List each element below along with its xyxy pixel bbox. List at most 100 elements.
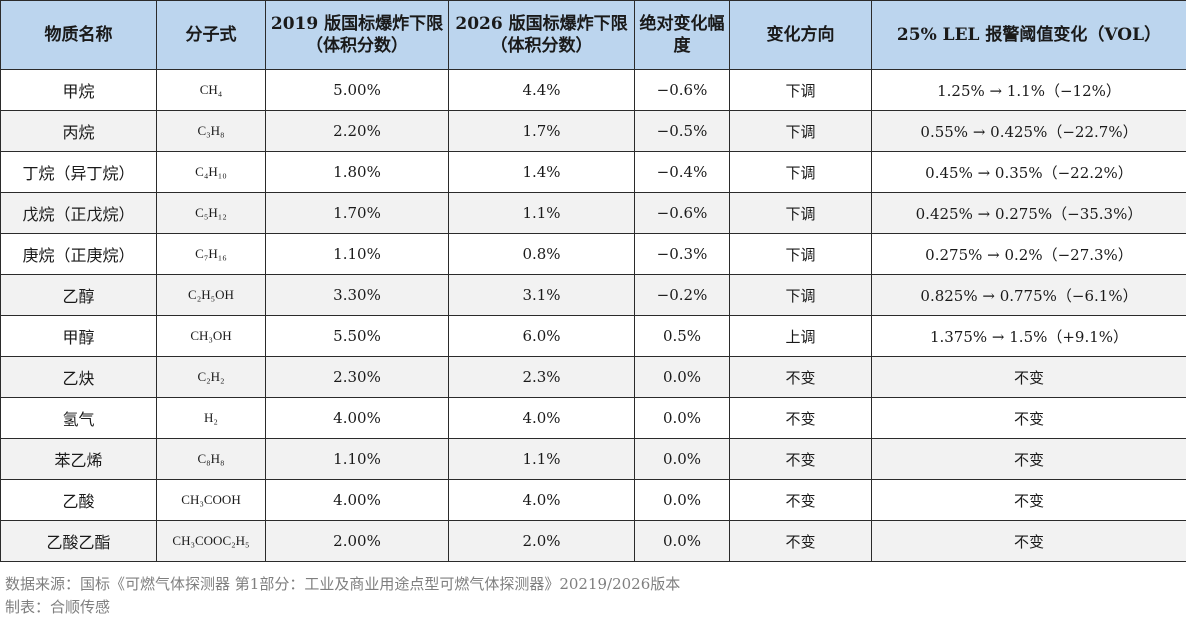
cell-formula: C₂H₂: [156, 356, 266, 398]
cell-lel-2019: 2.00%: [265, 520, 449, 562]
cell-formula: CH₃COOC₂H₅: [156, 520, 266, 562]
cell-delta: 0.0%: [634, 438, 730, 480]
cell-formula: CH₄: [156, 69, 266, 111]
cell-alarm-threshold: 1.25% → 1.1%（−12%）: [871, 69, 1186, 111]
cell-name: 乙醇: [0, 274, 157, 316]
cell-direction: 不变: [729, 520, 872, 562]
cell-delta: −0.4%: [634, 151, 730, 193]
cell-lel-2026: 4.0%: [448, 397, 635, 439]
cell-alarm-threshold: 不变: [871, 397, 1186, 439]
cell-alarm-threshold: 0.425% → 0.275%（−35.3%）: [871, 192, 1186, 234]
cell-lel-2026: 1.7%: [448, 110, 635, 152]
cell-alarm-threshold: 0.55% → 0.425%（−22.7%）: [871, 110, 1186, 152]
cell-delta: 0.0%: [634, 520, 730, 562]
table-row: 丁烷（异丁烷） C₄H₁₀ 1.80% 1.4% −0.4% 下调 0.45% → 0.35…: [0, 151, 1186, 193]
cell-lel-2019: 5.50%: [265, 315, 449, 357]
cell-lel-2026: 0.8%: [448, 233, 635, 275]
cell-name: 庚烷（正庚烷）: [0, 233, 157, 275]
table-row: 乙醇 C₂H₅OH 3.30% 3.1% −0.2% 下调 0.825% → 0.775%（…: [0, 274, 1186, 316]
cell-delta: −0.5%: [634, 110, 730, 152]
cell-direction: 下调: [729, 151, 872, 193]
cell-alarm-threshold: 0.275% → 0.2%（−27.3%）: [871, 233, 1186, 275]
cell-direction: 下调: [729, 110, 872, 152]
cell-direction: 上调: [729, 315, 872, 357]
cell-lel-2019: 1.70%: [265, 192, 449, 234]
cell-direction: 下调: [729, 69, 872, 111]
cell-lel-2019: 4.00%: [265, 479, 449, 521]
cell-name: 乙酸乙酯: [0, 520, 157, 562]
cell-name: 乙酸: [0, 479, 157, 521]
cell-name: 苯乙烯: [0, 438, 157, 480]
cell-delta: 0.5%: [634, 315, 730, 357]
cell-formula: C₃H₈: [156, 110, 266, 152]
table-credit: 制表：合顺传感: [5, 598, 111, 616]
cell-lel-2019: 2.20%: [265, 110, 449, 152]
cell-lel-2026: 4.0%: [448, 479, 635, 521]
lel-comparison-table: 物质名称 分子式 2019 版国标爆炸下限（体积分数） 2026 版国标爆炸下限…: [0, 0, 1186, 562]
cell-formula: C₄H₁₀: [156, 151, 266, 193]
cell-alarm-threshold: 0.45% → 0.35%（−22.2%）: [871, 151, 1186, 193]
cell-lel-2019: 5.00%: [265, 69, 449, 111]
cell-lel-2019: 4.00%: [265, 397, 449, 439]
table-row: 甲醇 CH₃OH 5.50% 6.0% 0.5% 上调 1.375% → 1.5%（+9.1…: [0, 315, 1186, 357]
table-row: 甲烷 CH₄ 5.00% 4.4% −0.6% 下调 1.25% → 1.1%（−12%）: [0, 69, 1186, 111]
cell-alarm-threshold: 不变: [871, 438, 1186, 480]
cell-delta: −0.3%: [634, 233, 730, 275]
cell-name: 丁烷（异丁烷）: [0, 151, 157, 193]
cell-lel-2019: 1.80%: [265, 151, 449, 193]
table-row: 乙酸 CH₃COOH 4.00% 4.0% 0.0% 不变 不变: [0, 479, 1186, 521]
cell-lel-2026: 3.1%: [448, 274, 635, 316]
cell-alarm-threshold: 1.375% → 1.5%（+9.1%）: [871, 315, 1186, 357]
cell-formula: C₂H₅OH: [156, 274, 266, 316]
header-delta: 绝对变化幅度: [634, 0, 730, 70]
cell-name: 戊烷（正戊烷）: [0, 192, 157, 234]
cell-formula: H₂: [156, 397, 266, 439]
cell-delta: 0.0%: [634, 479, 730, 521]
header-direction: 变化方向: [729, 0, 872, 70]
cell-alarm-threshold: 0.825% → 0.775%（−6.1%）: [871, 274, 1186, 316]
header-alarm-threshold: 25% LEL 报警阈值变化（VOL）: [871, 0, 1186, 70]
header-formula: 分子式: [156, 0, 266, 70]
cell-direction: 不变: [729, 356, 872, 398]
cell-name: 丙烷: [0, 110, 157, 152]
table-header: 物质名称 分子式 2019 版国标爆炸下限（体积分数） 2026 版国标爆炸下限…: [0, 0, 1186, 70]
table-row: 庚烷（正庚烷） C₇H₁₆ 1.10% 0.8% −0.3% 下调 0.275% → 0.2…: [0, 233, 1186, 275]
cell-delta: −0.2%: [634, 274, 730, 316]
cell-lel-2026: 1.4%: [448, 151, 635, 193]
cell-lel-2026: 6.0%: [448, 315, 635, 357]
header-lel-2026: 2026 版国标爆炸下限（体积分数）: [448, 0, 635, 70]
table-row: 戊烷（正戊烷） C₅H₁₂ 1.70% 1.1% −0.6% 下调 0.425% → 0.2…: [0, 192, 1186, 234]
cell-formula: CH₃COOH: [156, 479, 266, 521]
cell-alarm-threshold: 不变: [871, 520, 1186, 562]
cell-formula: C₅H₁₂: [156, 192, 266, 234]
cell-lel-2019: 2.30%: [265, 356, 449, 398]
cell-delta: 0.0%: [634, 397, 730, 439]
cell-lel-2019: 3.30%: [265, 274, 449, 316]
table-row: 乙炔 C₂H₂ 2.30% 2.3% 0.0% 不变 不变: [0, 356, 1186, 398]
data-source-note: 数据来源：国标《可燃气体探测器 第1部分：工业及商业用途点型可燃气体探测器》20…: [5, 575, 681, 593]
table-row: 苯乙烯 C₈H₈ 1.10% 1.1% 0.0% 不变 不变: [0, 438, 1186, 480]
cell-direction: 不变: [729, 397, 872, 439]
cell-delta: −0.6%: [634, 192, 730, 234]
cell-direction: 下调: [729, 233, 872, 275]
cell-lel-2019: 1.10%: [265, 438, 449, 480]
header-name: 物质名称: [0, 0, 157, 70]
cell-name: 乙炔: [0, 356, 157, 398]
cell-name: 甲烷: [0, 69, 157, 111]
cell-lel-2019: 1.10%: [265, 233, 449, 275]
cell-lel-2026: 4.4%: [448, 69, 635, 111]
table-body: 甲烷 CH₄ 5.00% 4.4% −0.6% 下调 1.25% → 1.1%（−12%）丙…: [0, 69, 1186, 562]
cell-lel-2026: 2.3%: [448, 356, 635, 398]
cell-alarm-threshold: 不变: [871, 479, 1186, 521]
cell-lel-2026: 2.0%: [448, 520, 635, 562]
cell-formula: C₇H₁₆: [156, 233, 266, 275]
table-row: 乙酸乙酯 CH₃COOC₂H₅ 2.00% 2.0% 0.0% 不变 不变: [0, 520, 1186, 562]
cell-name: 甲醇: [0, 315, 157, 357]
cell-lel-2026: 1.1%: [448, 192, 635, 234]
cell-lel-2026: 1.1%: [448, 438, 635, 480]
cell-alarm-threshold: 不变: [871, 356, 1186, 398]
cell-direction: 下调: [729, 192, 872, 234]
cell-formula: CH₃OH: [156, 315, 266, 357]
cell-formula: C₈H₈: [156, 438, 266, 480]
cell-delta: −0.6%: [634, 69, 730, 111]
